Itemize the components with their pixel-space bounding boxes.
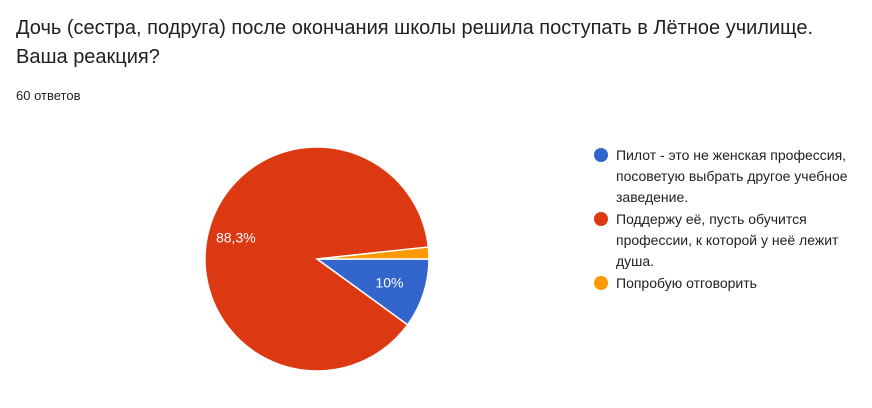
responses-count: 60 ответов bbox=[16, 88, 81, 103]
slice-label: 10% bbox=[375, 275, 403, 291]
legend-label: Попробую отговорить bbox=[616, 275, 757, 291]
legend-swatch bbox=[594, 212, 608, 226]
legend-swatch bbox=[594, 276, 608, 290]
pie-slice[interactable] bbox=[204, 146, 430, 372]
legend-label: Поддержу её, пусть обучится профессии, к… bbox=[616, 211, 839, 269]
pie-slice[interactable] bbox=[316, 246, 430, 260]
legend-swatch bbox=[594, 148, 608, 162]
legend-item[interactable]: Попробую отговорить bbox=[594, 273, 869, 294]
question-title: Дочь (сестра, подруга) после окончания ш… bbox=[16, 17, 814, 68]
slice-label: 88,3% bbox=[216, 229, 256, 245]
legend-item[interactable]: Поддержу её, пусть обучится профессии, к… bbox=[594, 209, 869, 272]
legend-label: Пилот - это не женская профессия, посове… bbox=[616, 147, 848, 205]
legend: Пилот - это не женская профессия, посове… bbox=[594, 145, 869, 295]
legend-item[interactable]: Пилот - это не женская профессия, посове… bbox=[594, 145, 869, 208]
